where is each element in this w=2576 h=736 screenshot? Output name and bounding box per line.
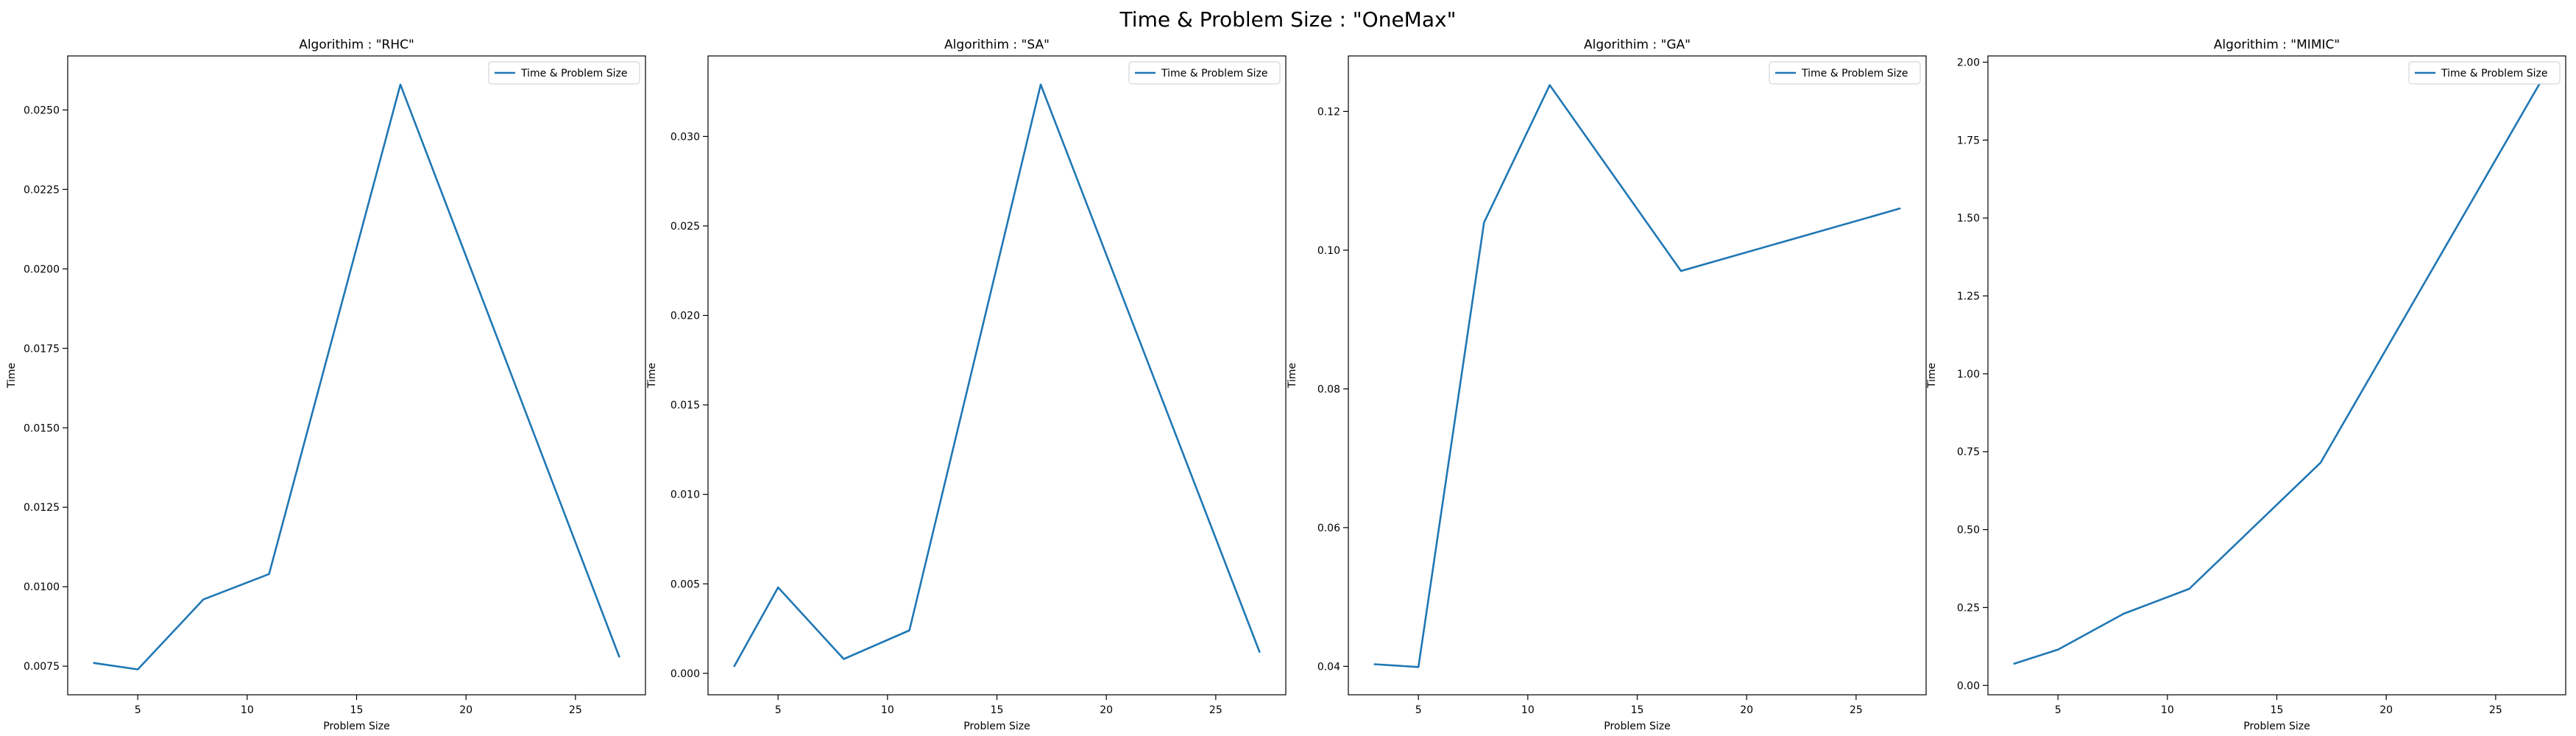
y-tick-label: 0.0075 [24,661,60,673]
y-tick-label: 0.005 [670,578,700,590]
x-axis-label: Problem Size [1604,721,1670,732]
series-line [93,83,620,670]
y-tick-label: 0.0150 [24,422,60,434]
y-tick-label: 0.0175 [24,343,60,355]
x-tick-label: 20 [1740,704,1753,716]
legend: Time & Problem Size [1769,61,1921,85]
legend-box [488,61,640,85]
x-axis-label: Problem Size [963,721,1030,732]
x-tick-label: 25 [2489,704,2502,716]
y-tick-label: 0.04 [1317,661,1340,673]
y-tick-label: 0.0250 [24,105,60,116]
x-tick-label: 10 [881,704,894,716]
x-tick-label: 25 [569,704,582,716]
chart-panel-ga: Algorithim : "GA" 5 10 15 20 25 0.04 0.06 0.08 0.… [1287,38,1927,732]
y-tick-label: 1.50 [1957,213,1980,224]
legend-box [1128,61,1281,85]
chart-panel-mimic: Algorithim : "MIMIC" 5 10 15 20 25 0.00 0.25 0.5… [1926,38,2566,732]
x-tick-label: 5 [135,704,141,716]
y-tick-label: 1.25 [1957,291,1980,302]
subplot-title: Algorithim : "SA" [944,38,1050,52]
y-tick-label: 0.12 [1317,106,1340,118]
y-tick-label: 0.25 [1957,602,1980,614]
y-axis-label: Time [1287,363,1298,389]
subplot-title: Algorithim : "RHC" [299,38,414,52]
x-tick-label: 15 [991,704,1004,716]
y-tick-label: 0.10 [1317,245,1340,257]
plot-frame [1987,55,2566,696]
x-tick-label: 20 [459,704,473,716]
x-tick-label: 5 [775,704,782,716]
y-tick-label: 0.0225 [24,184,60,196]
x-tick-label: 10 [1521,704,1535,716]
y-tick-label: 0.010 [670,489,700,501]
legend-box [2408,61,2561,85]
subplot-title: Algorithim : "MIMIC" [2214,38,2340,52]
x-tick-label: 10 [241,704,254,716]
legend-label: Time & Problem Size [1161,68,1268,79]
y-tick-label: 0.0125 [24,502,60,514]
y-axis-label: Time [646,363,658,389]
y-tick-label: 1.75 [1957,135,1980,146]
chart-panel-sa: Algorithim : "SA" 5 10 15 20 25 0.000 0.005 0.01… [646,38,1287,732]
x-tick-label: 15 [2271,704,2284,716]
y-tick-label: 0.015 [670,400,700,411]
legend: Time & Problem Size [1128,61,1281,85]
subplot-title: Algorithim : "GA" [1584,38,1691,52]
y-tick-label: 0.020 [670,311,700,322]
x-tick-label: 10 [2161,704,2174,716]
x-tick-label: 5 [1415,704,1422,716]
y-tick-label: 0.000 [670,668,700,680]
y-tick-label: 0.50 [1957,525,1980,537]
plot-frame [707,55,1287,696]
x-tick-label: 20 [2379,704,2393,716]
x-tick-label: 5 [2055,704,2062,716]
legend-box [1769,61,1921,85]
y-tick-label: 0.025 [670,221,700,233]
plot-frame [67,55,646,696]
legend-label: Time & Problem Size [2441,68,2548,79]
x-tick-label: 25 [1209,704,1222,716]
series-line [1373,84,1901,668]
figure-title: Time & Problem Size : "OneMax" [1119,7,1457,32]
y-tick-label: 0.06 [1317,523,1340,534]
y-tick-label: 0.030 [670,131,700,143]
plot-frame [1348,55,1927,696]
x-axis-label: Problem Size [2243,721,2310,732]
y-tick-label: 0.0100 [24,581,60,593]
chart-panel-rhc: Algorithim : "RHC" 5 10 15 20 25 0.0075 0.0100 0… [6,38,646,732]
x-tick-label: 15 [1631,704,1644,716]
legend-label: Time & Problem Size [1801,68,1908,79]
y-tick-label: 0.0200 [24,263,60,275]
y-tick-label: 1.00 [1957,369,1980,381]
x-tick-label: 20 [1100,704,1113,716]
y-axis-label: Time [1926,363,1938,389]
x-tick-label: 25 [1850,704,1863,716]
legend: Time & Problem Size [2408,61,2561,85]
series-line [2013,82,2541,665]
y-tick-label: 0.00 [1957,680,1980,692]
x-tick-label: 15 [350,704,364,716]
legend-label: Time & Problem Size [520,68,628,79]
series-line [733,83,1261,668]
y-axis-label: Time [6,363,18,389]
legend: Time & Problem Size [488,61,640,85]
y-tick-label: 2.00 [1957,57,1980,68]
y-tick-label: 0.08 [1317,383,1340,395]
y-tick-label: 0.75 [1957,447,1980,459]
x-axis-label: Problem Size [323,721,389,732]
